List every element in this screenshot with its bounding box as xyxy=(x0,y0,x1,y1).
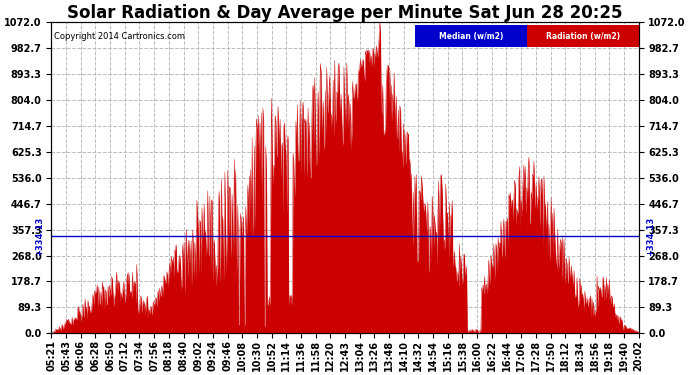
Text: Copyright 2014 Cartronics.com: Copyright 2014 Cartronics.com xyxy=(55,32,186,40)
Title: Solar Radiation & Day Average per Minute Sat Jun 28 20:25: Solar Radiation & Day Average per Minute… xyxy=(67,4,623,22)
Text: +334.13: +334.13 xyxy=(646,217,655,256)
Text: +334.13: +334.13 xyxy=(35,217,44,256)
